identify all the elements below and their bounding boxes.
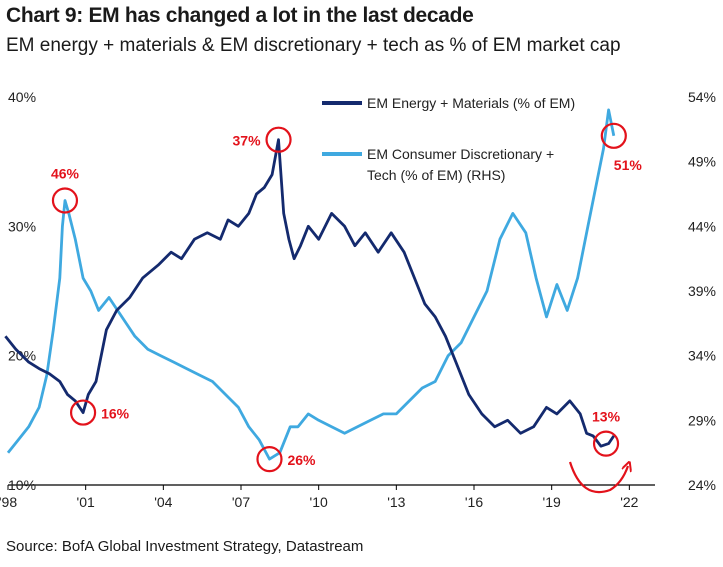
axes: '98'01'04'07'10'13'16'19'2210%20%30%40%2… xyxy=(0,89,716,510)
x-tick-label: '22 xyxy=(620,494,638,510)
x-tick-label: '16 xyxy=(465,494,483,510)
annotation-label: 16% xyxy=(101,406,130,422)
annotation-circle xyxy=(51,187,79,214)
annotation-label: 51% xyxy=(614,157,643,173)
x-tick-label: '19 xyxy=(543,494,561,510)
y-right-tick-label: 24% xyxy=(688,477,716,493)
series-line-discretionary-tech xyxy=(6,108,616,461)
annotation-label: 13% xyxy=(592,409,621,425)
x-tick-label: '01 xyxy=(77,494,95,510)
annotation-circle xyxy=(265,126,292,153)
trend-arrow xyxy=(568,462,628,494)
annotation-circle xyxy=(592,430,620,457)
x-tick-label: '98 xyxy=(0,494,17,510)
x-tick-label: '13 xyxy=(387,494,405,510)
legend: EM Energy + Materials (% of EM) EM Consum… xyxy=(322,95,575,183)
y-right-tick-label: 54% xyxy=(688,89,716,105)
annotation-label: 26% xyxy=(287,452,316,468)
y-right-tick-label: 44% xyxy=(688,218,716,234)
annotation-circle xyxy=(600,122,627,149)
y-right-tick-label: 39% xyxy=(688,283,716,299)
legend-label-discretionary-tech: EM Consumer Discretionary + xyxy=(367,146,554,162)
legend-label-energy-materials: EM Energy + Materials (% of EM) xyxy=(367,95,575,111)
y-right-tick-label: 29% xyxy=(688,412,716,428)
annotations: 46% 16% 37% 26% 51% 13% xyxy=(51,122,643,473)
y-left-tick-label: 40% xyxy=(8,89,36,105)
legend-label-discretionary-tech-line2: Tech (% of EM) (RHS) xyxy=(367,167,505,183)
chart-title: Chart 9: EM has changed a lot in the las… xyxy=(6,4,474,27)
series-line-energy-materials xyxy=(4,138,615,448)
y-right-tick-label: 49% xyxy=(688,154,716,170)
annotation-circle xyxy=(69,399,97,426)
x-tick-label: '04 xyxy=(154,494,172,510)
y-left-tick-label: 10% xyxy=(8,477,36,493)
chart-subtitle: EM energy + materials & EM discretionary… xyxy=(6,35,621,56)
annotation-circle xyxy=(256,446,283,473)
y-left-tick-label: 30% xyxy=(8,218,36,234)
annotation-label: 37% xyxy=(233,133,262,149)
x-tick-label: '07 xyxy=(232,494,250,510)
y-right-tick-label: 34% xyxy=(688,348,716,364)
series-layer xyxy=(4,108,616,461)
x-tick-label: '10 xyxy=(310,494,328,510)
annotation-label: 46% xyxy=(51,165,80,181)
source-note: Source: BofA Global Investment Strategy,… xyxy=(6,538,364,555)
